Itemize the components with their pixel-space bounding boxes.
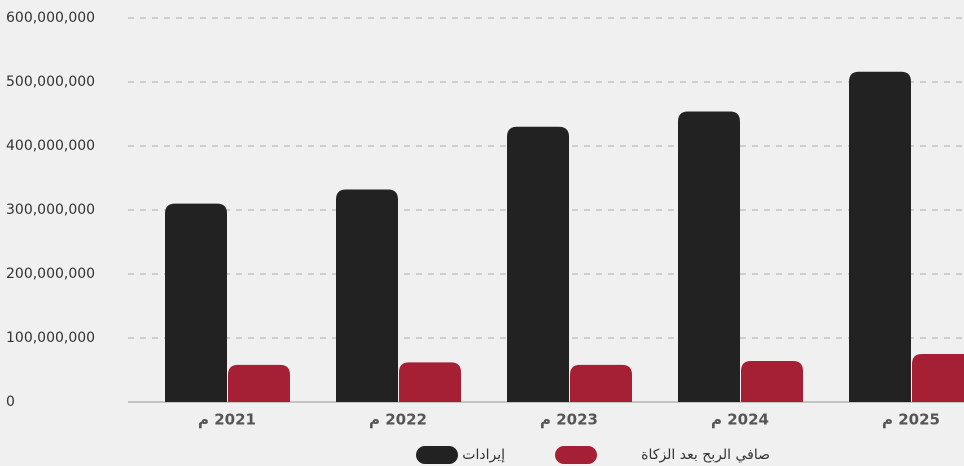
y-tick-label: 500,000,000	[6, 74, 95, 90]
y-tick-label: 600,000,000	[6, 10, 95, 26]
bar	[678, 111, 740, 402]
bar	[912, 354, 964, 402]
y-tick-label: 100,000,000	[6, 330, 95, 346]
x-tick-label: 2024 م	[711, 411, 769, 429]
legend-swatch	[555, 446, 597, 464]
bar	[336, 189, 398, 402]
y-tick-label: 300,000,000	[6, 202, 95, 218]
legend-swatch	[416, 446, 458, 464]
bar	[228, 364, 290, 402]
bar	[165, 203, 227, 402]
x-tick-label: 2023 م	[540, 411, 598, 429]
x-tick-label: 2022 م	[369, 411, 427, 429]
legend-label: صافي الربح بعد الزكاة	[641, 447, 770, 463]
x-tick-label: 2021 م	[198, 411, 256, 429]
bar	[570, 364, 632, 402]
legend-label: إيرادات	[462, 447, 505, 463]
bar	[507, 126, 569, 403]
x-tick-label: 2025 م	[882, 411, 940, 429]
y-tick-label: 400,000,000	[6, 138, 95, 154]
bar	[849, 71, 911, 402]
y-tick-label: 200,000,000	[6, 266, 95, 282]
y-tick-label: 0	[6, 394, 15, 410]
bar	[399, 362, 461, 402]
bar	[741, 361, 803, 402]
